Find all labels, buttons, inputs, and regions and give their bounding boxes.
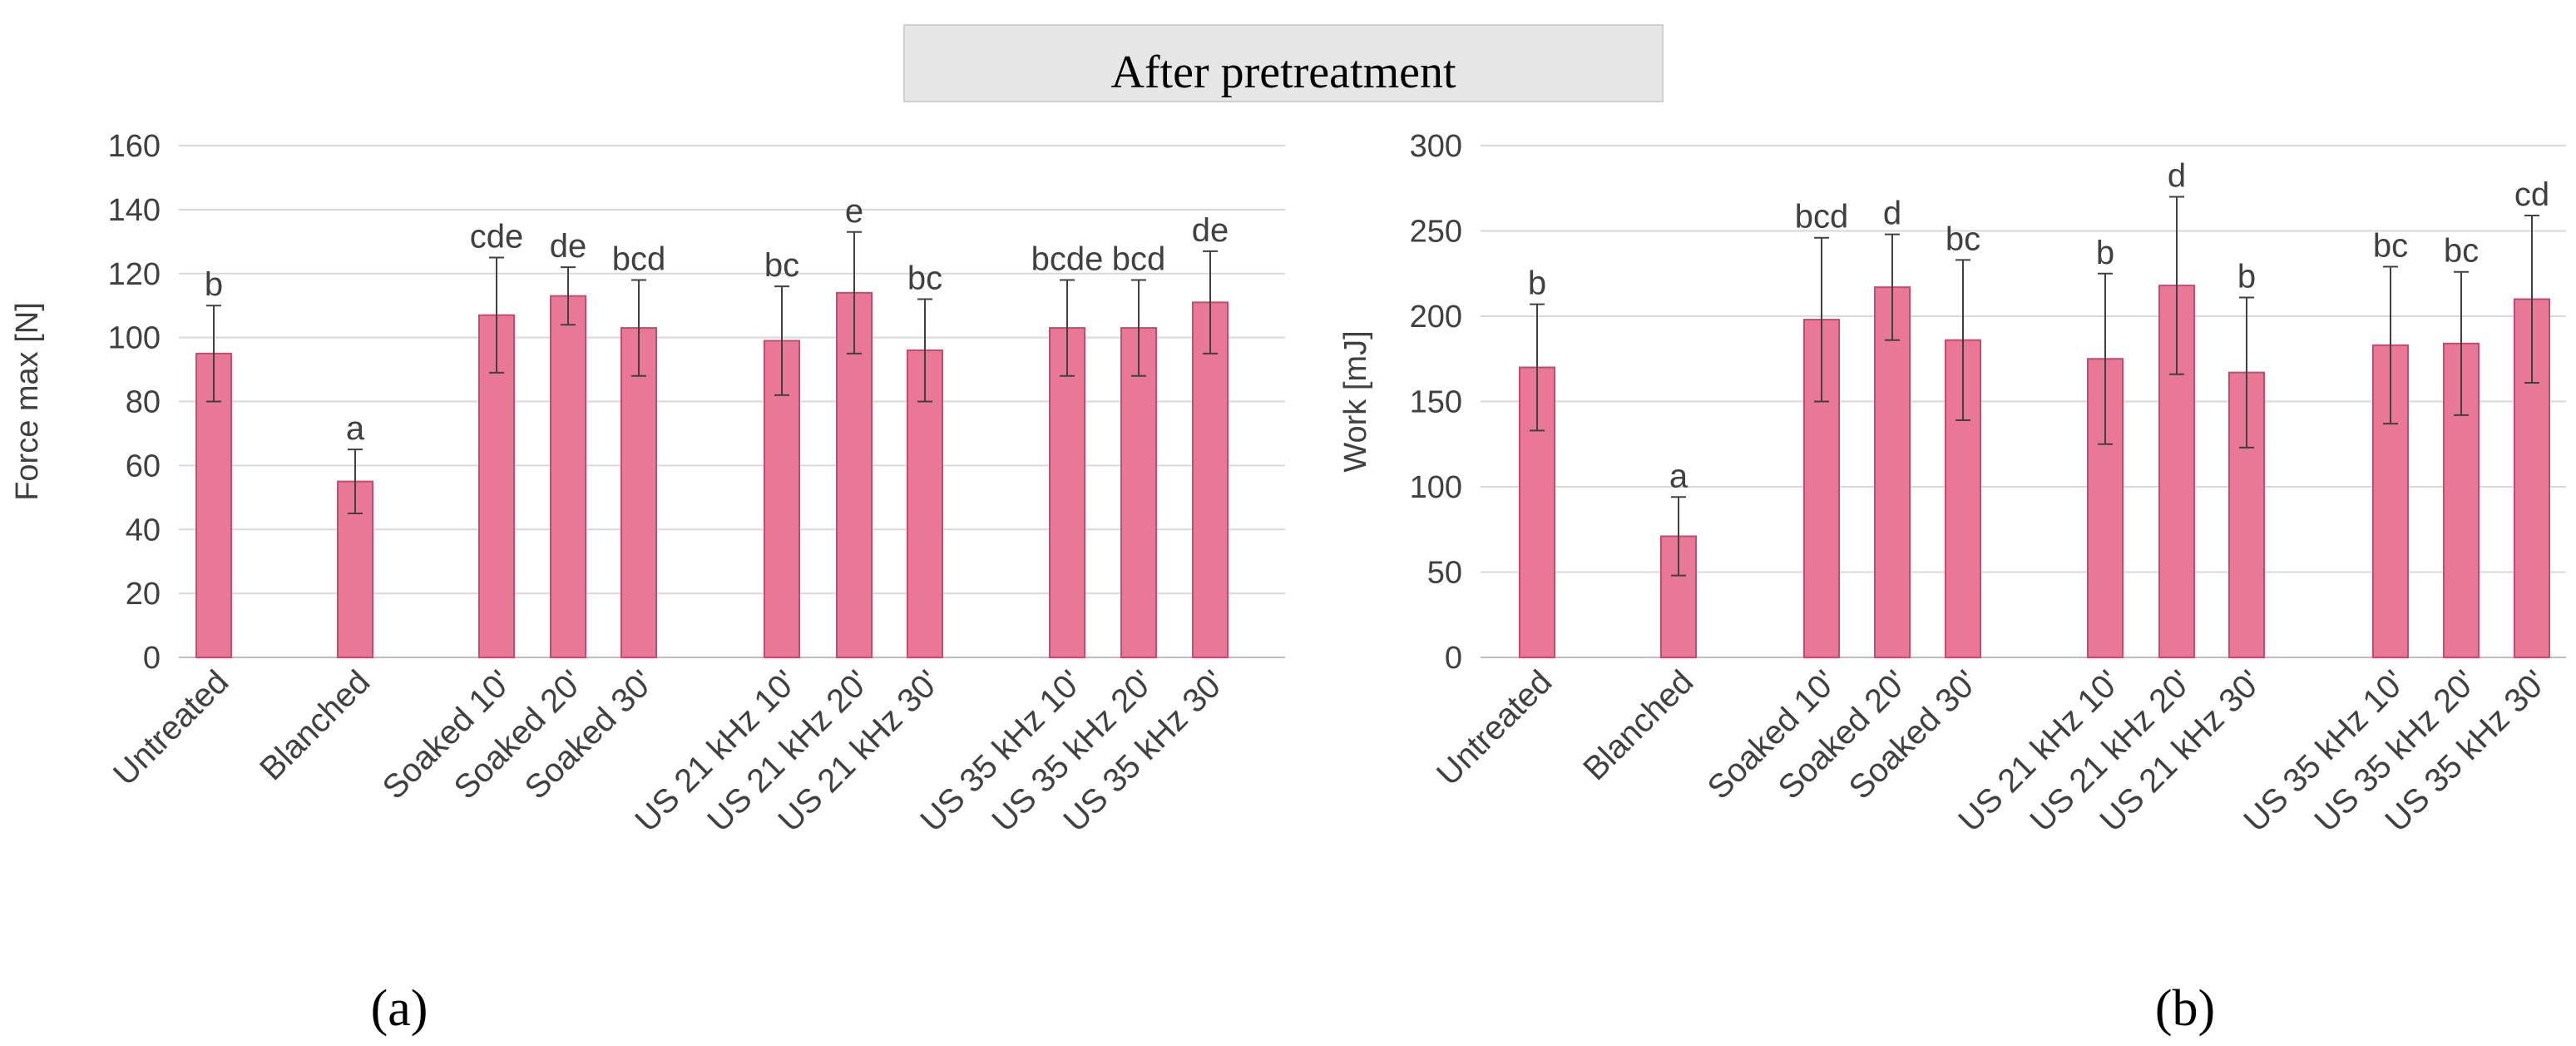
- significance-label: de: [1192, 212, 1229, 249]
- y-tick-label: 300: [1410, 129, 1462, 164]
- y-tick-label: 100: [108, 321, 161, 356]
- significance-label: d: [2168, 158, 2186, 195]
- panel-label: (b): [2155, 980, 2215, 1037]
- category-label: Untreated: [1430, 663, 1559, 792]
- chart-panel-a: 0 20 40 60 80 100 120 140 160 Force max [N] b Untre…: [10, 129, 1285, 1037]
- y-tick-label: 100: [1410, 470, 1462, 505]
- y-tick-label: 20: [126, 577, 161, 612]
- bar: [2158, 285, 2195, 658]
- category-label: Blanched: [253, 663, 377, 787]
- significance-label: a: [1669, 458, 1688, 494]
- significance-label: bcd: [1112, 240, 1166, 277]
- significance-label: a: [346, 410, 365, 447]
- y-tick-label: 150: [1410, 385, 1462, 420]
- y-axis-title: Force max [N]: [10, 302, 45, 501]
- category-label: Blanched: [1576, 663, 1700, 787]
- banner: After pretreatment: [903, 24, 1664, 102]
- category-label: Untreated: [106, 663, 235, 792]
- chart-panel-b: 0 50 100 150 200 250 300 Work [mJ] b Untreated a Bl…: [1338, 129, 2566, 1037]
- significance-label: b: [2237, 258, 2256, 295]
- significance-label: b: [2096, 235, 2114, 271]
- y-tick-label: 140: [108, 193, 161, 228]
- bar: [1120, 327, 1157, 658]
- significance-label: de: [550, 228, 587, 265]
- y-axis-title: Work [mJ]: [1338, 330, 1373, 472]
- significance-label: cde: [470, 219, 524, 255]
- y-tick-label: 120: [108, 257, 161, 292]
- y-tick-label: 50: [1427, 556, 1462, 591]
- y-tick-label: 250: [1410, 215, 1462, 250]
- y-tick-label: 0: [1445, 641, 1462, 676]
- y-tick-label: 160: [108, 129, 161, 164]
- banner-box: [903, 24, 1664, 102]
- y-tick-label: 60: [126, 449, 161, 483]
- significance-label: cd: [2514, 176, 2549, 213]
- significance-label: bcd: [612, 240, 666, 277]
- banner-title: After pretreatment: [1110, 47, 1456, 98]
- significance-label: bc: [2444, 233, 2479, 270]
- bar: [1192, 301, 1229, 658]
- significance-label: b: [205, 266, 223, 303]
- significance-label: bc: [764, 247, 799, 284]
- bar: [195, 352, 232, 658]
- significance-label: bcde: [1031, 240, 1104, 277]
- significance-label: bc: [2373, 228, 2408, 265]
- y-tick-label: 200: [1410, 300, 1462, 335]
- y-tick-label: 80: [126, 385, 161, 420]
- bar: [550, 295, 586, 658]
- bar: [621, 327, 657, 658]
- significance-label: bcd: [1795, 199, 1849, 235]
- significance-label: e: [845, 193, 863, 230]
- bar: [1049, 327, 1085, 658]
- y-tick-label: 0: [143, 641, 161, 676]
- panel-label: (a): [371, 980, 428, 1037]
- bar: [1874, 286, 1911, 658]
- significance-label: bc: [907, 260, 942, 297]
- significance-label: d: [1883, 196, 1901, 232]
- significance-label: bc: [1946, 221, 1980, 257]
- significance-label: b: [1528, 265, 1546, 302]
- y-tick-label: 40: [126, 513, 161, 548]
